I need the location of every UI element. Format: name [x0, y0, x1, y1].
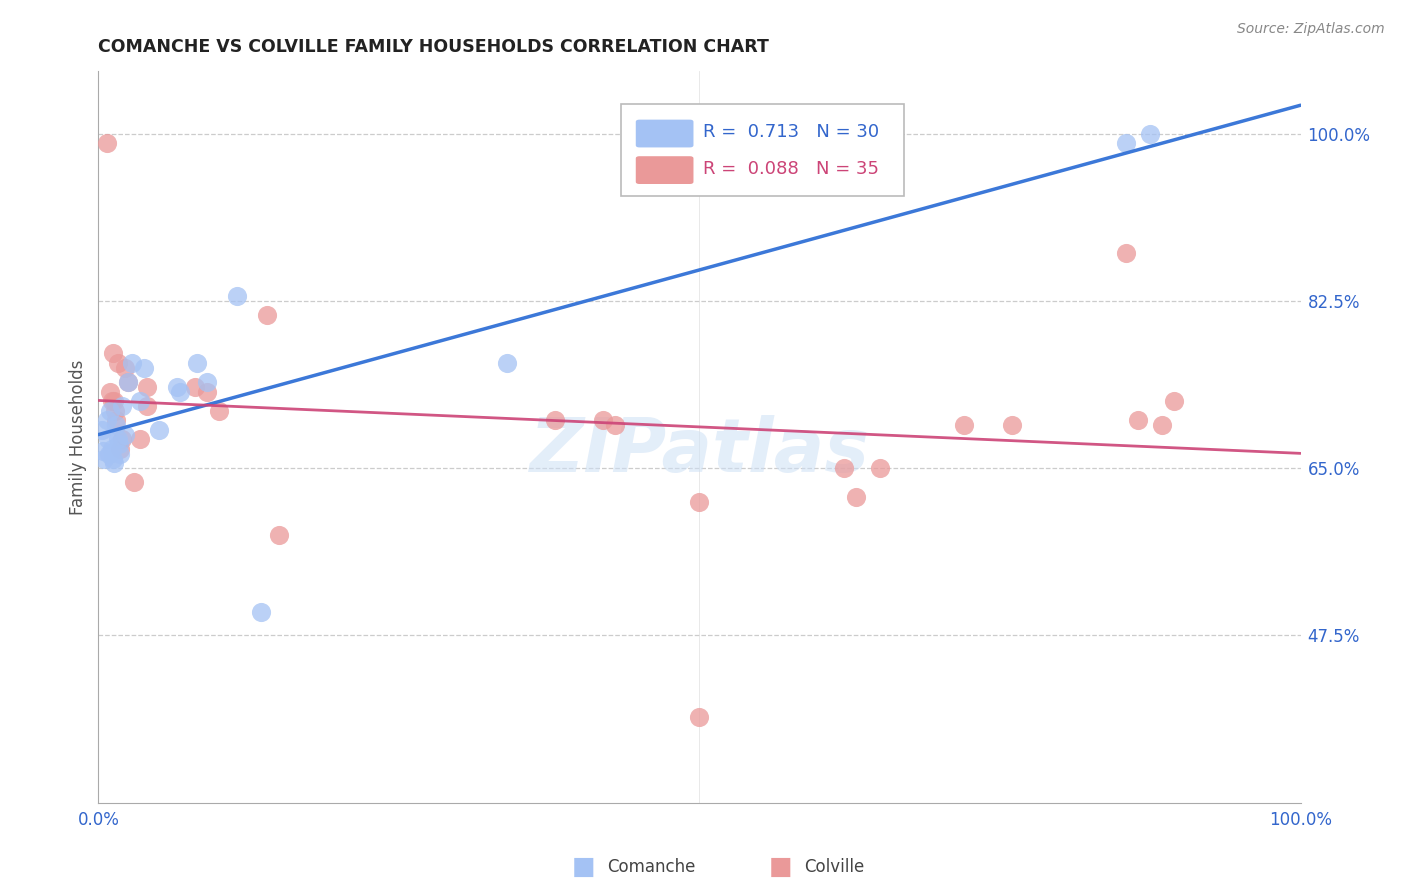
Point: [104, 404, 127, 418]
Point: [105, 418, 128, 433]
Point: [1115, 246, 1137, 260]
Point: [689, 710, 711, 724]
Text: Comanche: Comanche: [607, 858, 696, 876]
Point: [208, 404, 231, 418]
Point: [105, 413, 128, 427]
Point: [1115, 136, 1137, 150]
Text: Colville: Colville: [804, 858, 865, 876]
Point: [100, 384, 122, 399]
Point: [108, 447, 131, 461]
Point: [869, 461, 891, 475]
Point: [108, 442, 131, 456]
Text: COMANCHE VS COLVILLE FAMILY HOUSEHOLDS CORRELATION CHART: COMANCHE VS COLVILLE FAMILY HOUSEHOLDS C…: [98, 38, 769, 56]
Point: [953, 418, 976, 433]
Point: [91, 423, 114, 437]
Point: [1139, 127, 1161, 141]
Point: [267, 528, 290, 542]
Point: [225, 289, 247, 303]
Point: [845, 490, 868, 504]
Point: [107, 433, 129, 447]
Point: [605, 418, 627, 433]
FancyBboxPatch shape: [621, 104, 904, 195]
Point: [124, 475, 146, 490]
FancyBboxPatch shape: [636, 156, 693, 184]
Point: [186, 356, 208, 370]
Point: [129, 433, 152, 447]
Point: [117, 375, 139, 389]
Point: [114, 360, 136, 375]
Text: R =  0.088   N = 35: R = 0.088 N = 35: [703, 160, 879, 178]
Point: [1163, 394, 1185, 409]
Point: [114, 427, 136, 442]
Point: [101, 451, 124, 466]
Text: Source: ZipAtlas.com: Source: ZipAtlas.com: [1237, 22, 1385, 37]
Point: [169, 384, 191, 399]
Point: [111, 399, 134, 413]
Point: [183, 380, 205, 394]
Point: [111, 433, 134, 447]
Point: [195, 384, 218, 399]
Point: [103, 394, 125, 409]
Text: R =  0.713   N = 30: R = 0.713 N = 30: [703, 123, 879, 141]
Point: [1001, 418, 1024, 433]
Point: [135, 399, 157, 413]
Point: [100, 394, 122, 409]
Point: [195, 375, 218, 389]
Point: [93, 451, 115, 466]
Point: [121, 356, 143, 370]
Y-axis label: Family Households: Family Households: [69, 359, 87, 515]
Text: ■: ■: [769, 855, 792, 879]
Point: [249, 605, 271, 619]
Point: [103, 456, 125, 470]
Point: [129, 394, 152, 409]
Point: [108, 437, 131, 451]
Point: [496, 356, 519, 370]
Point: [132, 360, 155, 375]
Point: [544, 413, 567, 427]
Text: ZIPatlas: ZIPatlas: [530, 415, 869, 488]
Point: [91, 444, 114, 458]
Point: [1128, 413, 1150, 427]
Point: [107, 356, 129, 370]
FancyBboxPatch shape: [636, 120, 693, 147]
Point: [97, 433, 120, 447]
Point: [148, 423, 170, 437]
Point: [689, 494, 711, 508]
Point: [166, 380, 188, 394]
Point: [100, 404, 122, 418]
Point: [117, 375, 139, 389]
Point: [256, 308, 278, 322]
Point: [832, 461, 855, 475]
Point: [100, 442, 122, 456]
Point: [101, 346, 124, 360]
Point: [96, 136, 118, 150]
Point: [592, 413, 614, 427]
Text: ■: ■: [572, 855, 595, 879]
Point: [135, 380, 157, 394]
Point: [1152, 418, 1174, 433]
Point: [96, 413, 118, 427]
Point: [98, 447, 121, 461]
